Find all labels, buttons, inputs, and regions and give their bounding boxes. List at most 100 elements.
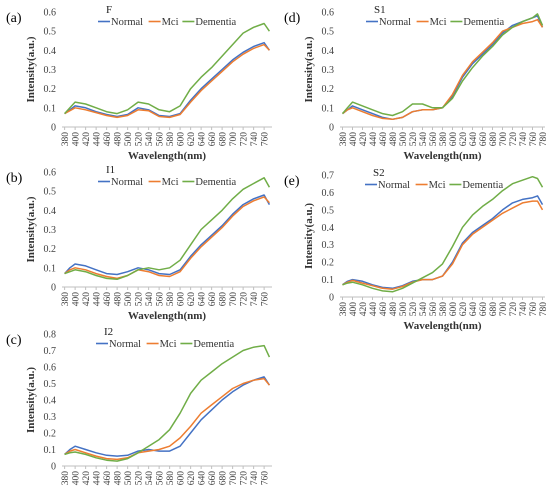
x-tick-label: 380 [61,132,71,147]
legend-label-normal: Normal [379,17,411,28]
x-tick-label: 540 [145,292,155,307]
x-tick-label: 640 [198,471,208,486]
legend-label-mci: Mci [162,177,179,188]
x-tick-label: 760 [261,132,271,147]
y-tick-label: 0.6 [322,188,335,199]
x-tick-label: 480 [114,132,124,147]
x-tick-label: 680 [489,302,499,317]
x-tick-label: 480 [114,292,124,307]
x-tick-label: 620 [187,471,197,486]
x-tick-label: 640 [469,132,479,147]
x-tick-label: 460 [379,132,389,147]
x-tick-label: 740 [519,302,529,317]
x-tick-label: 560 [156,292,166,307]
x-tick-label: 460 [379,302,389,317]
x-tick-label: 440 [93,471,103,486]
y-tick-label: 0 [51,123,56,134]
x-tick-label: 720 [240,292,250,307]
series-line-dementia [64,22,271,115]
y-tick-label: 0.4 [44,396,57,407]
series-line-normal [64,194,271,276]
legend-label-dementia: Dementia [195,17,236,28]
x-tick-label: 440 [93,292,103,307]
y-tick-label: 0.5 [44,379,57,390]
y-tick-label: 0.2 [44,84,57,95]
x-tick-label: 420 [359,302,369,317]
y-tick-label: 0.2 [322,84,335,95]
y-tick-label: 0.3 [322,240,335,251]
y-tick-label: 0.2 [44,429,57,440]
series-line-normal [64,41,271,118]
x-tick-label: 400 [349,302,359,317]
series-line-mci [64,196,270,280]
panel-label: (d) [284,11,301,26]
x-tick-label: 620 [187,132,197,147]
x-axis-label: Wavelength(nm) [128,310,207,322]
x-tick-label: 480 [389,302,399,317]
x-tick-label: 640 [198,292,208,307]
y-tick-label: 0 [329,293,334,304]
x-tick-label: 720 [509,132,519,147]
legend-label-normal: Normal [111,17,143,28]
x-tick-label: 580 [166,471,176,486]
y-tick-label: 0.3 [322,65,335,76]
x-tick-label: 620 [187,292,197,307]
x-tick-label: 540 [419,132,429,147]
y-tick-label: 0.7 [44,346,57,357]
x-tick-label: 620 [459,132,469,147]
y-axis-label: Intensity(a.u.) [25,367,37,433]
series-line-mci [64,377,270,461]
x-tick-label: 680 [219,292,229,307]
x-axis-label: Wavelength(nm) [403,320,482,332]
y-tick-label: 0.4 [322,46,335,57]
x-tick-label: 420 [82,471,92,486]
y-tick-label: 0.8 [44,330,57,341]
y-tick-label: 0.6 [44,363,57,374]
x-tick-label: 600 [177,292,187,307]
x-tick-label: 660 [208,471,218,486]
x-tick-label: 520 [135,292,145,307]
x-tick-label: 720 [240,471,250,486]
x-tick-label: 420 [82,132,92,147]
y-tick-label: 0.6 [44,8,57,19]
chart-title: F [106,4,112,16]
y-tick-label: 0.5 [44,27,57,38]
y-tick-label: 0 [329,123,334,134]
x-tick-label: 560 [429,132,439,147]
x-tick-label: 660 [208,292,218,307]
x-tick-label: 620 [459,302,469,317]
x-tick-label: 420 [82,292,92,307]
x-tick-label: 520 [409,132,419,147]
legend-label-dementia: Dementia [195,177,236,188]
y-tick-label: 0.2 [44,244,57,255]
x-tick-label: 400 [72,292,82,307]
chart-panel-2: (c) 0 0.1 0.2 0.3 0.4 0.5 0.6 0.7 0.8 380 400 420 440… [6,326,272,490]
legend-label-mci: Mci [160,339,177,350]
x-tick-label: 520 [135,471,145,486]
chart-title: S2 [373,167,385,179]
x-tick-label: 560 [156,132,166,147]
x-tick-label: 700 [229,292,239,307]
x-tick-label: 760 [261,471,271,486]
x-tick-label: 720 [509,302,519,317]
y-axis-label: Intensity(a.u.) [25,196,37,262]
y-tick-label: 0.1 [44,103,57,114]
x-tick-label: 460 [103,292,113,307]
x-tick-label: 600 [177,132,187,147]
x-tick-label: 540 [419,302,429,317]
x-tick-label: 580 [439,132,449,147]
panel-label: (a) [6,11,22,26]
x-tick-label: 700 [229,132,239,147]
y-tick-label: 0.6 [322,8,335,19]
chart-title: S1 [374,4,386,16]
series-line-normal [64,376,271,457]
x-tick-label: 660 [479,302,489,317]
x-tick-label: 400 [72,132,82,147]
x-tick-label: 500 [124,292,134,307]
x-tick-label: 520 [135,132,145,147]
x-axis-label: Wavelength(nm) [128,150,207,162]
x-tick-label: 560 [156,471,166,486]
y-axis-label: Intensity(a.u.) [25,36,37,102]
chart-panel-1: (b) 0 0.1 0.2 0.3 0.4 0.5 0.6 380 400 420 440 460 480… [6,164,272,322]
y-tick-label: 0.3 [44,225,57,236]
